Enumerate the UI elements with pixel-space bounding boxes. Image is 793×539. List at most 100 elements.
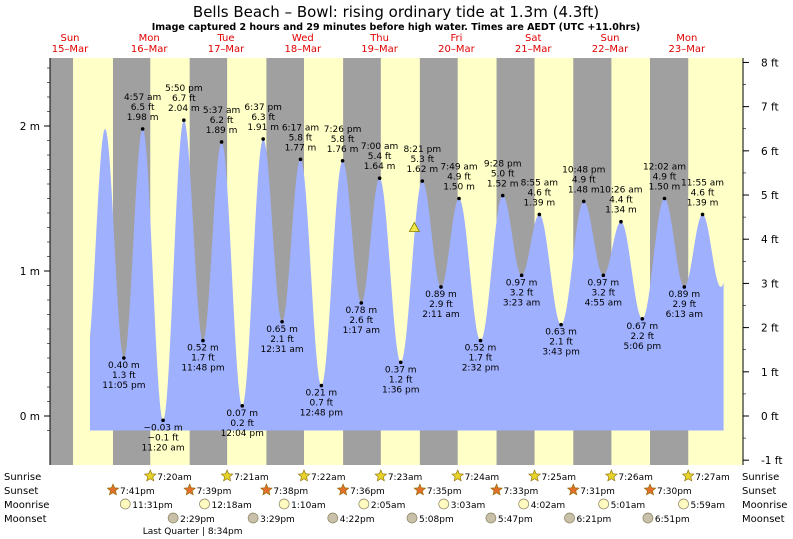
low-tide-m: 0.67 m [626, 322, 658, 332]
low-tide-time: 12:48 pm [300, 409, 343, 419]
sunrise-time: 7:21am [234, 473, 269, 483]
y-tick-label-ft: 4 ft [761, 234, 779, 246]
sunset-icon [183, 483, 197, 496]
moonset-icon [642, 512, 654, 524]
low-tide-point [439, 285, 443, 289]
moonrise-icon [358, 498, 370, 510]
high-tide-time: 6:17 am [282, 123, 319, 133]
low-tide-ft: 3.2 ft [591, 288, 615, 298]
high-tide-m: 1.50 m [649, 183, 681, 193]
low-tide-time: 11:05 pm [102, 381, 145, 391]
high-tide-time: 4:57 am [124, 93, 161, 103]
high-tide-time: 9:28 pm [484, 160, 522, 170]
day-name: Sat [525, 33, 541, 44]
moonset-icon [167, 512, 179, 524]
sunset-time: 7:33pm [504, 487, 539, 497]
high-tide-time: 5:50 pm [165, 84, 203, 94]
low-tide-time: 4:55 am [585, 298, 622, 308]
day-name: Thu [369, 33, 389, 44]
high-tide-point [619, 219, 623, 224]
high-tide-m: 1.64 m [364, 162, 396, 172]
sunrise-icon [604, 469, 618, 482]
day-name: Sun [60, 33, 79, 44]
sunrise-time: 7:24am [465, 473, 500, 483]
low-tide-point [478, 338, 483, 343]
high-tide-point [340, 159, 345, 163]
high-tide-time: 8:21 pm [404, 145, 442, 155]
high-tide-point [261, 137, 265, 141]
high-tide-ft: 5.3 ft [410, 155, 434, 165]
sunrise-time: 7:27am [695, 473, 730, 483]
y-tick-label-ft: 7 ft [761, 102, 779, 114]
moonset-icon [406, 512, 418, 524]
y-tick-label-ft: 3 ft [761, 278, 779, 290]
high-tide-point [581, 199, 586, 204]
sunset-icon [490, 483, 504, 496]
sunset-icon [336, 483, 350, 496]
day-date: 23–Mar [669, 44, 706, 55]
high-tide-m: 1.39 m [687, 198, 719, 208]
moonset-row-label-right: Moonset [742, 514, 785, 525]
moonset-time: 4:22pm [340, 515, 375, 525]
low-tide-ft: 1.7 ft [469, 354, 493, 364]
moonset-icon [564, 512, 575, 524]
day-date: 16–Mar [131, 44, 168, 55]
high-tide-ft: 4.9 ft [653, 173, 677, 183]
high-tide-ft: 5.8 ft [289, 133, 313, 143]
low-tide-time: 12:31 am [261, 345, 304, 355]
high-tide-time: 10:26 am [599, 186, 642, 196]
chart-subtitle: Image captured 2 hours and 29 minutes be… [152, 22, 641, 33]
day-name: Mon [676, 33, 697, 44]
sunset-icon [106, 483, 120, 496]
y-tick-label-m: 2 m [20, 121, 40, 133]
low-tide-ft: 3.2 ft [510, 288, 534, 298]
low-tide-ft: 2.9 ft [429, 300, 453, 310]
low-tide-ft: 0.2 ft [230, 419, 254, 429]
moonset-row-label-left: Moonset [4, 514, 47, 525]
high-tide-ft: 4.9 ft [572, 175, 596, 185]
high-tide-time: 10:48 pm [562, 165, 605, 175]
low-tide-m: 0.52 m [187, 344, 219, 354]
y-tick-label-ft: 8 ft [761, 57, 779, 69]
low-tide-time: 5:06 pm [624, 342, 662, 352]
day-name: Fri [450, 33, 462, 44]
high-tide-ft: 6.3 ft [251, 113, 275, 123]
moonrise-time: 12:18am [212, 501, 252, 511]
sunrise-time: 7:22am [311, 473, 346, 483]
low-tide-m: 0.89 m [425, 290, 457, 300]
sunrise-icon [528, 469, 542, 482]
moonset-time: 3:29pm [260, 515, 295, 525]
low-tide-m: 0.40 m [108, 361, 140, 371]
low-tide-time: 1:17 am [343, 326, 380, 336]
moonrise-icon [678, 498, 689, 510]
current-level-marker-group [408, 221, 421, 232]
sunrise-row-label-left: Sunrise [4, 472, 41, 483]
day-date: 20–Mar [438, 44, 475, 55]
low-tide-point [398, 360, 403, 365]
sunrise-icon [374, 469, 388, 482]
y-tick-label-ft: -1 ft [761, 455, 782, 467]
current-level-marker [408, 221, 421, 232]
low-tide-ft: 2.2 ft [630, 332, 654, 342]
sunrise-icon [297, 469, 311, 482]
day-name: Tue [216, 33, 234, 44]
high-tide-time: 8:55 am [521, 178, 558, 188]
high-tide-time: 6:37 pm [244, 103, 282, 113]
sunset-row-label-right: Sunset [742, 486, 776, 497]
sunset-time: 7:30pm [657, 487, 692, 497]
high-tide-ft: 4.6 ft [691, 188, 715, 198]
tide-curve [90, 120, 724, 431]
low-tide-time: 3:23 am [503, 298, 540, 308]
moonset-time: 6:51pm [655, 515, 690, 525]
moonset-time: 2:29pm [180, 515, 215, 525]
day-name: Sun [600, 33, 619, 44]
high-tide-point [219, 140, 224, 144]
moonrise-icon [278, 498, 290, 510]
high-tide-ft: 6.2 ft [210, 116, 234, 126]
high-tide-m: 1.91 m [247, 123, 279, 133]
day-date: 15–Mar [52, 44, 89, 55]
low-tide-point [319, 383, 324, 388]
moonrise-time: 5:01am [611, 501, 646, 511]
low-tide-m: 0.37 m [385, 365, 417, 375]
